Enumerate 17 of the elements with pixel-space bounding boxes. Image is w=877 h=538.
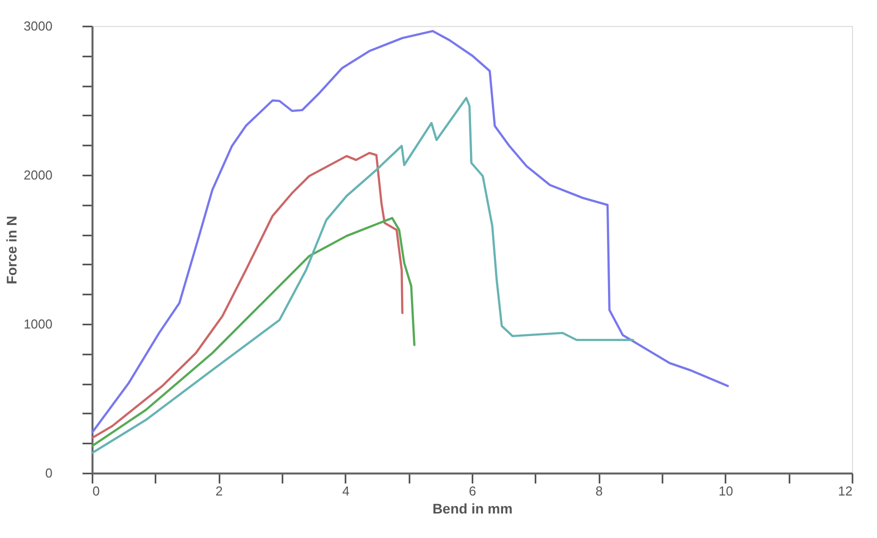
x-tick-label: 8 [596, 484, 603, 498]
x-tick-label: 0 [92, 484, 100, 498]
y-tick-label: 0 [45, 466, 52, 480]
x-axis-title: Bend in mm [432, 500, 513, 516]
line-series [92, 30, 729, 434]
y-axis-title: Force in N [4, 216, 20, 284]
y-tick-label: 1000 [24, 316, 52, 332]
x-tick-label: 12 [838, 484, 852, 498]
line-series [92, 216, 416, 448]
x-tick-label: 6 [468, 484, 476, 498]
x-tick-label: 10 [718, 484, 734, 498]
line-series [92, 152, 404, 440]
x-tick-label: 2 [216, 484, 223, 498]
line-series [92, 96, 634, 454]
y-tick-label: 3000 [24, 18, 52, 34]
y-tick-label: 2000 [24, 168, 52, 182]
x-tick-label: 4 [342, 484, 350, 498]
